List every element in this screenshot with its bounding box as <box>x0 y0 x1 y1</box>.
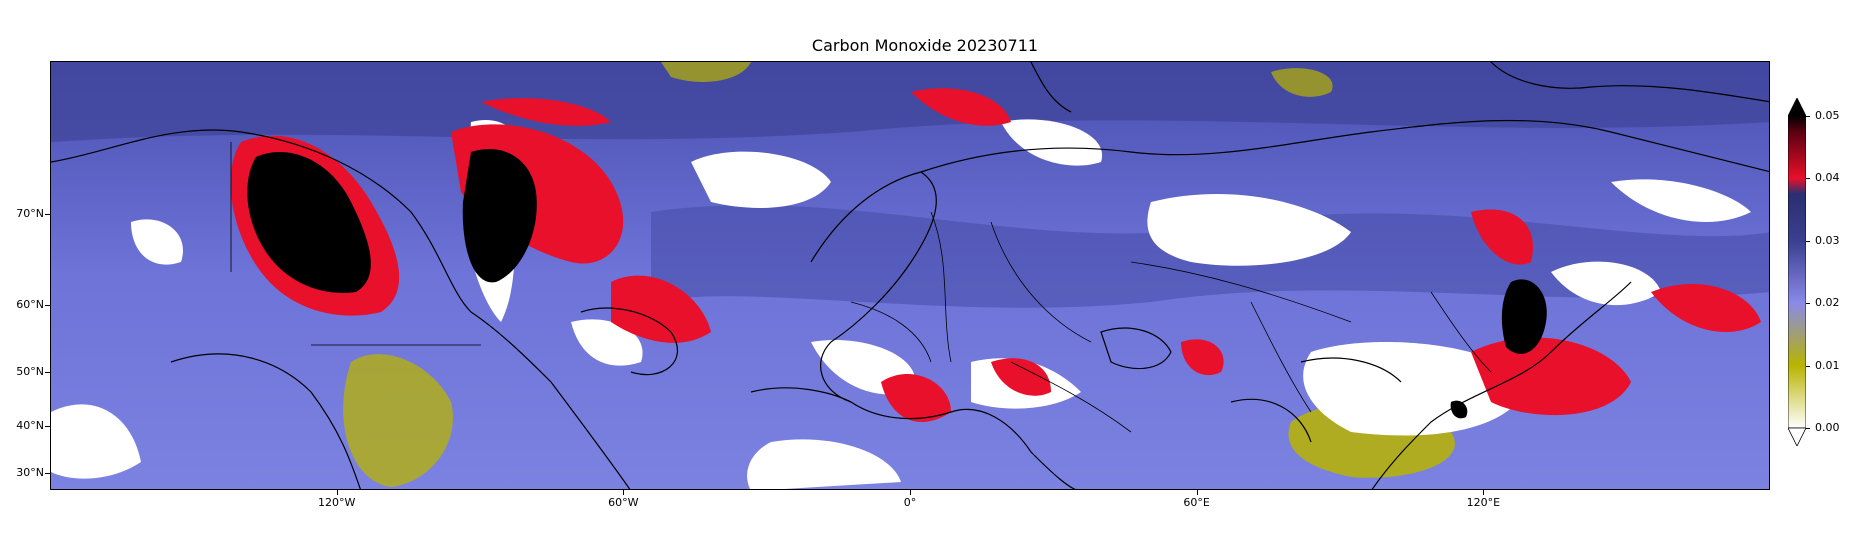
map-title: Carbon Monoxide 20230711 <box>811 36 1039 55</box>
latitude-tick <box>45 472 50 474</box>
colorbar-extend-max <box>1788 98 1806 117</box>
colorbar-tick-label: 0.02 <box>1815 296 1840 310</box>
latitude-tick <box>45 372 50 374</box>
colorbar-tick <box>1806 303 1810 305</box>
extreme-co-regions <box>247 148 1547 419</box>
co-map-svg <box>51 62 1769 489</box>
longitude-label: 60°E <box>1183 496 1210 509</box>
latitude-label: 60°N <box>16 298 44 312</box>
coastlines <box>51 62 1769 489</box>
latitude-tick <box>45 426 50 428</box>
co-low-region <box>1271 68 1333 97</box>
colorbar-gradient <box>1788 115 1806 429</box>
colorbar-tick-label: 0.04 <box>1815 171 1840 185</box>
colorbar-tick-label: 0.03 <box>1815 233 1840 247</box>
longitude-label: 120°W <box>317 496 356 509</box>
colorbar-tick <box>1806 240 1810 242</box>
colorbar-tick <box>1806 428 1810 429</box>
co-low-region <box>661 62 751 82</box>
longitude-tick <box>1196 490 1198 495</box>
colorbar-tick <box>1806 116 1810 117</box>
colorbar <box>1788 98 1806 446</box>
latitude-label: 30°N <box>16 465 44 479</box>
latitude-tick <box>45 213 50 215</box>
longitude-tick <box>336 490 338 495</box>
colorbar-extend-min <box>1788 427 1806 446</box>
colorbar-tick-label: 0.05 <box>1815 109 1840 122</box>
longitude-label: 60°W <box>608 496 639 509</box>
longitude-tick <box>1483 490 1485 495</box>
latitude-label: 40°N <box>16 419 44 433</box>
map-area[interactable] <box>50 61 1770 490</box>
country-borders <box>230 142 1492 433</box>
longitude-tick <box>623 490 625 495</box>
colorbar-tick <box>1806 365 1810 367</box>
longitude-label: 0° <box>903 496 917 509</box>
latitude-tick <box>45 305 50 307</box>
latitude-label: 50°N <box>16 365 44 379</box>
colorbar-tick-label: 0.01 <box>1815 358 1840 372</box>
co-low-region <box>343 354 453 487</box>
longitude-tick <box>910 490 911 495</box>
colorbar-tick-label: 0.00 <box>1815 421 1840 434</box>
colorbar-tick <box>1806 178 1810 180</box>
longitude-label: 120°E <box>1466 496 1501 509</box>
latitude-label: 70°N <box>16 206 44 220</box>
